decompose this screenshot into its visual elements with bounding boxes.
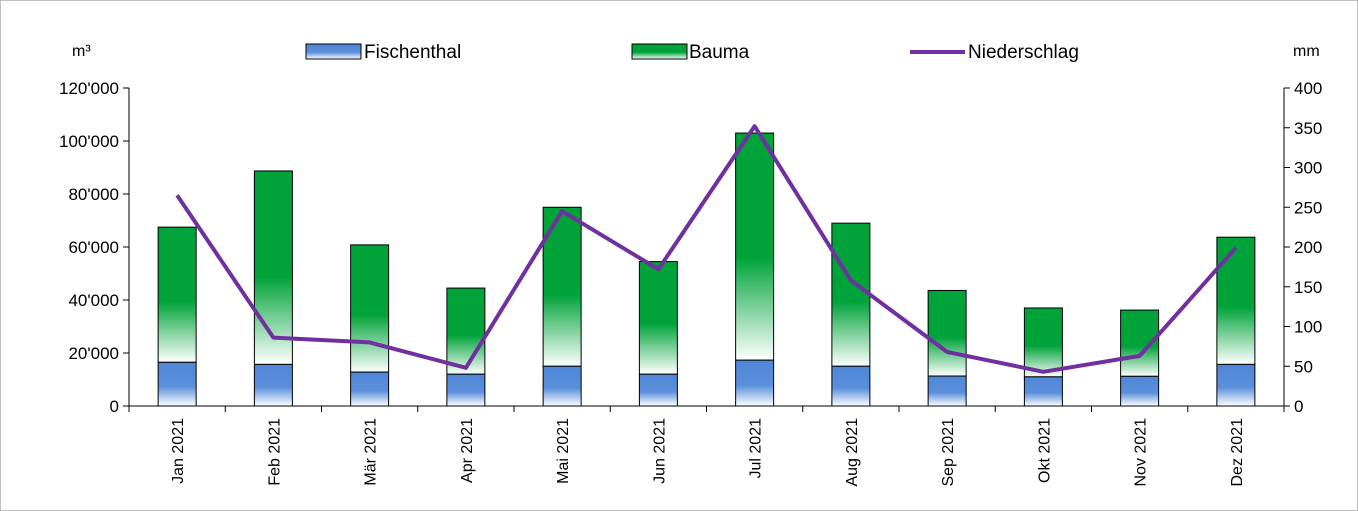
left-tick-label: 120'000 [59, 79, 119, 98]
right-tick-label: 400 [1294, 79, 1322, 98]
left-tick-label: 0 [110, 397, 119, 416]
x-tick-label: Nov 2021 [1133, 418, 1150, 487]
x-tick-label: Jul 2021 [748, 418, 765, 479]
bar-fischenthal [350, 371, 390, 407]
bar-fischenthal [831, 365, 871, 407]
x-tick-label: Jan 2021 [170, 418, 187, 484]
bar-bauma [157, 226, 197, 363]
legend-label-fischenthal: Fischenthal [364, 42, 461, 63]
bar-fischenthal [253, 363, 293, 407]
x-tick-label: Dez 2021 [1229, 418, 1246, 487]
bar-fischenthal [1120, 375, 1160, 407]
x-tick-label: Feb 2021 [266, 418, 283, 486]
x-tick-label: Jun 2021 [651, 418, 668, 484]
bar-fischenthal [446, 373, 486, 407]
right-tick-label: 150 [1294, 278, 1322, 297]
bar-fischenthal [638, 373, 678, 407]
x-tick-label: Mai 2021 [555, 418, 572, 484]
bar-fischenthal [1023, 376, 1063, 407]
legend-label-niederschlag: Niederschlag [968, 42, 1079, 63]
bar-bauma [927, 289, 967, 377]
legend-swatch-bauma [631, 43, 688, 60]
right-axis-unit: mm [1293, 43, 1320, 60]
x-tick-label: Okt 2021 [1036, 418, 1053, 483]
bar-fischenthal [542, 365, 582, 407]
right-tick-label: 50 [1294, 357, 1313, 376]
right-tick-label: 350 [1294, 119, 1322, 138]
bar-fischenthal [1216, 363, 1256, 407]
bar-bauma [638, 261, 678, 375]
precipitation-line [175, 124, 1238, 374]
x-tick-label: Apr 2021 [459, 418, 476, 483]
left-tick-label: 100'000 [59, 132, 119, 151]
legend-label-bauma: Bauma [689, 42, 750, 63]
bar-bauma [253, 170, 293, 365]
bar-bauma [446, 287, 486, 375]
left-tick-label: 20'000 [68, 344, 119, 363]
right-tick-label: 0 [1294, 397, 1303, 416]
left-tick-label: 40'000 [68, 291, 119, 310]
legend: Fischenthal Bauma Niederschlag [305, 42, 1079, 63]
category-labels: Jan 2021 Feb 2021 Mär 2021 Apr 2021 Mai 2021… [170, 418, 1246, 487]
x-tick-label: Sep 2021 [940, 418, 957, 487]
right-tick-label: 250 [1294, 198, 1322, 217]
bar-bauma [831, 222, 871, 367]
right-tick-label: 300 [1294, 159, 1322, 178]
right-tick-label: 100 [1294, 318, 1322, 337]
right-tick-label: 200 [1294, 238, 1322, 257]
bar-fischenthal [927, 375, 967, 407]
bar-bauma [1023, 307, 1063, 378]
legend-swatch-fischenthal [305, 43, 362, 60]
bar-fischenthal [735, 359, 775, 407]
x-tick-label: Mär 2021 [363, 418, 380, 486]
bar-bauma [350, 244, 390, 373]
bar-fischenthal [157, 361, 197, 407]
bars [157, 132, 1256, 407]
bar-bauma [1216, 236, 1256, 365]
x-tick-label: Aug 2021 [844, 418, 861, 487]
line-niederschlag [175, 124, 1238, 374]
left-tick-label: 60'000 [68, 238, 119, 257]
left-tick-label: 80'000 [68, 185, 119, 204]
bar-bauma [735, 132, 775, 361]
left-axis-unit: m³ [72, 43, 91, 60]
axes: 0 20'000 40'000 60'000 80'000 100'000 120'000 0… [59, 79, 1322, 416]
